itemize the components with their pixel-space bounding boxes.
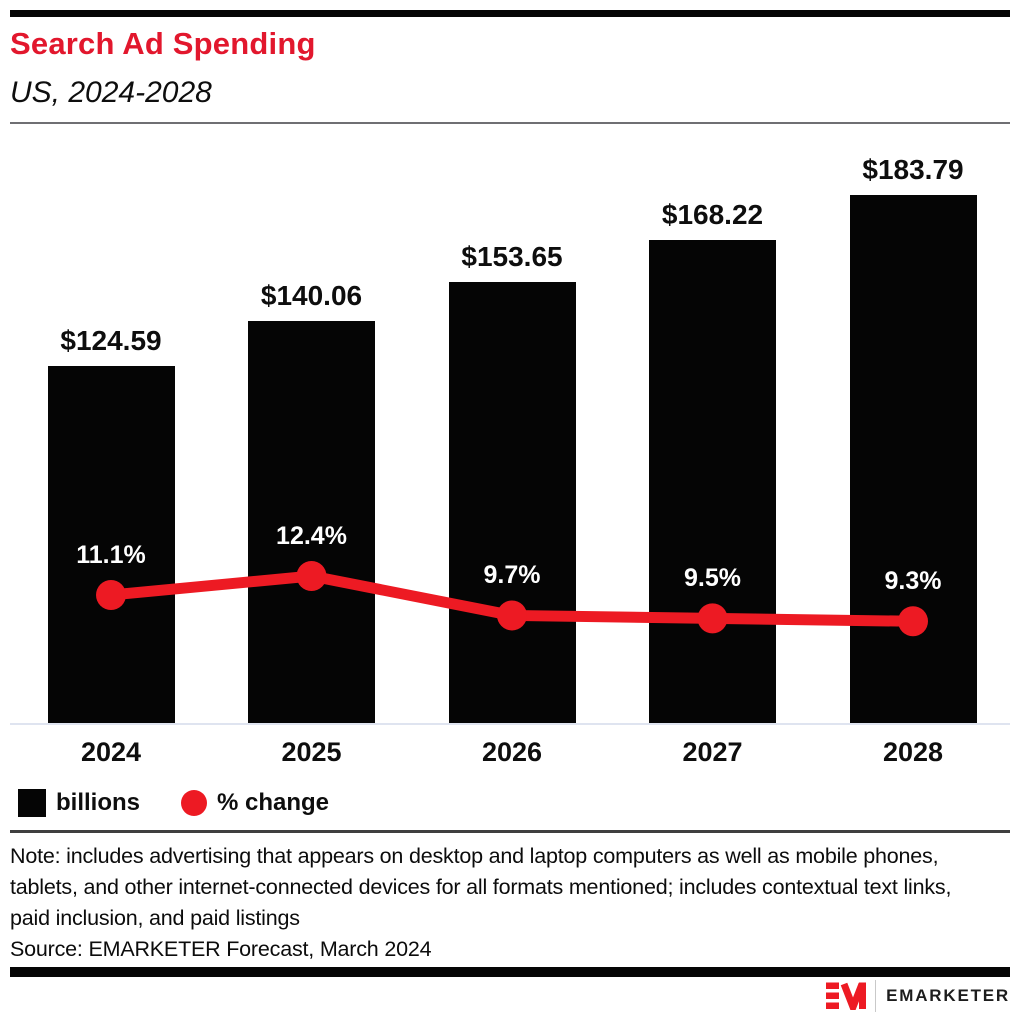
x-axis-label-2027: 2027 — [682, 737, 743, 767]
x-axis-label-2025: 2025 — [281, 737, 342, 767]
bar-value-label-2025: $140.06 — [260, 279, 363, 311]
source-text: Source: EMARKETER Forecast, March 2024 — [10, 937, 432, 961]
emarketer-logo-mark — [826, 982, 867, 1010]
x-axis-label-2026: 2026 — [481, 737, 543, 767]
top-accent-bar — [10, 10, 1010, 17]
pct-change-label-2027: 9.5% — [684, 564, 741, 593]
bar-2026 — [448, 281, 576, 725]
bar-value-label-2024: $124.59 — [60, 324, 162, 356]
note-divider — [10, 830, 1010, 833]
x-axis-label-2028: 2028 — [882, 737, 944, 767]
header-divider — [10, 122, 1010, 124]
bar-2025 — [248, 320, 375, 725]
legend: billions % change — [18, 789, 329, 817]
emarketer-logo: EMARKETER — [826, 980, 1010, 1012]
legend-label-billions: billions — [56, 789, 140, 816]
bar-2028 — [849, 194, 977, 725]
note-text: Note: includes advertising that appears … — [10, 844, 952, 930]
legend-swatch-billions — [18, 789, 46, 817]
x-axis-label-2024: 2024 — [80, 737, 142, 767]
bar-value-label-2027: $168.22 — [661, 198, 764, 230]
chart-subtitle: US, 2024-2028 — [10, 76, 212, 109]
logo-divider — [875, 980, 877, 1012]
emarketer-logo-text: EMARKETER — [886, 986, 1010, 1005]
chart-title: Search Ad Spending — [10, 26, 316, 61]
bar-value-label-2026: $153.65 — [461, 240, 563, 272]
x-axis-line — [10, 723, 1010, 725]
legend-swatch-pct-change — [181, 790, 207, 816]
pct-change-label-2028: 9.3% — [884, 567, 942, 596]
pct-change-label-2025: 12.4% — [276, 522, 347, 551]
pct-change-label-2024: 11.1% — [76, 541, 146, 569]
pct-change-label-2026: 9.7% — [483, 561, 541, 590]
legend-label-pct-change: % change — [217, 789, 330, 816]
bar-value-label-2028: $183.79 — [862, 153, 964, 185]
bottom-accent-bar — [10, 967, 1010, 977]
bar-2027 — [649, 239, 776, 725]
bar-2024 — [47, 365, 175, 725]
